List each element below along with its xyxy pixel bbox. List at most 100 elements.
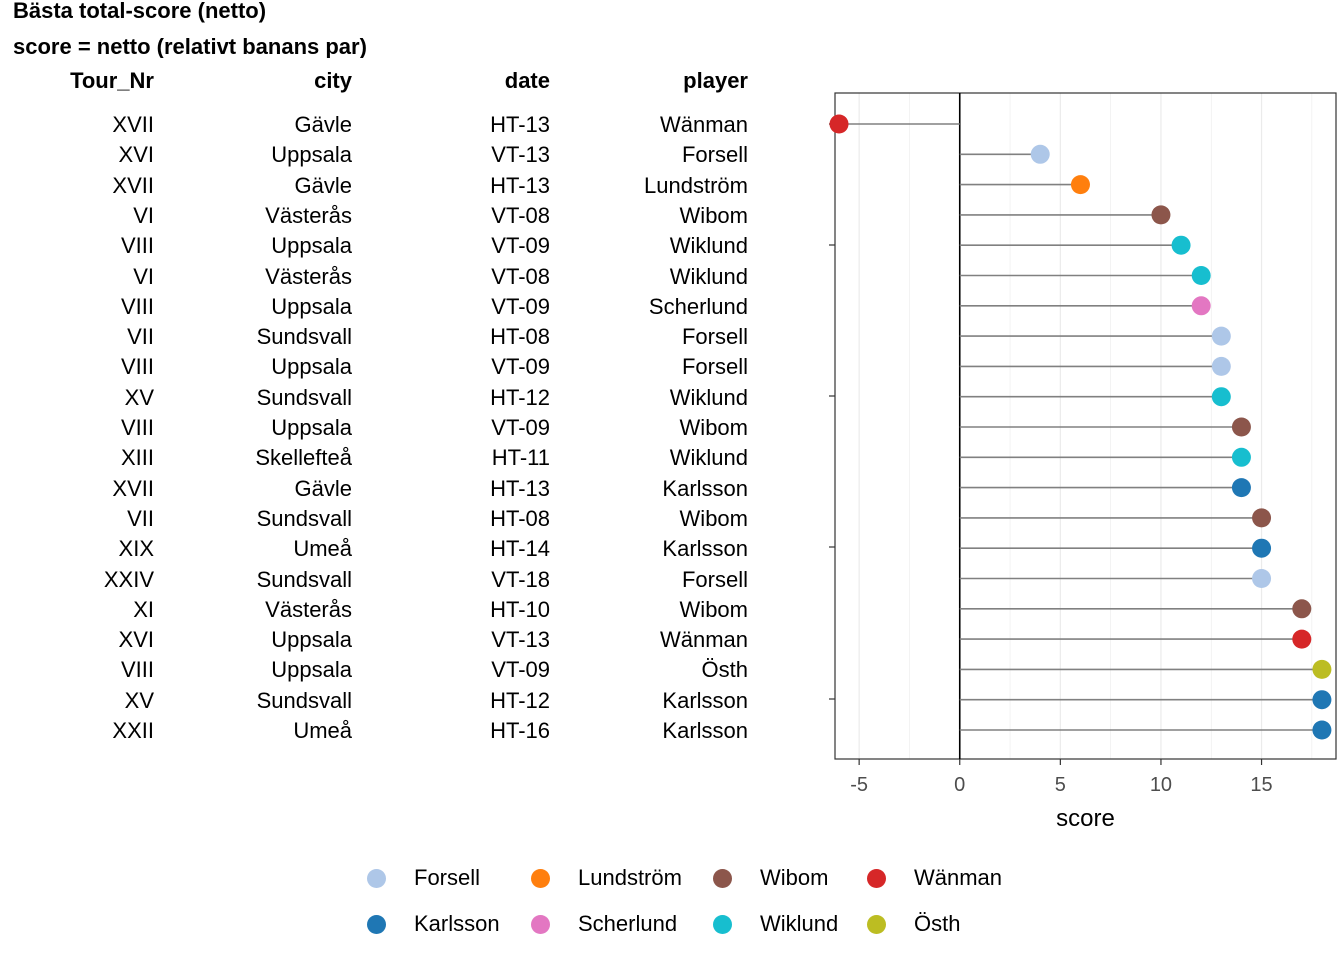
cell-city: Sundsvall (256, 566, 352, 592)
data-point (1312, 690, 1332, 710)
cell-city: Sundsvall (256, 324, 352, 350)
cell-player: Lundström (644, 172, 748, 198)
cell-date: VT-18 (491, 566, 550, 592)
cell-player: Wänman (659, 112, 748, 137)
x-tick-label: -5 (850, 774, 868, 796)
cell-tour-nr: VIII (120, 415, 154, 440)
cell-tour-nr: VI (133, 263, 154, 289)
x-tick-label: 10 (1150, 774, 1172, 796)
cell-city: Umeå (293, 718, 352, 743)
cell-date: HT-13 (490, 475, 550, 501)
cell-date: HT-11 (491, 445, 550, 471)
cell-city: Sundsvall (256, 384, 352, 410)
cell-city: Uppsala (271, 233, 352, 259)
cell-date: VT-09 (491, 293, 550, 319)
header-player: player (683, 68, 748, 93)
legend-label: Östh (914, 911, 961, 936)
cell-date: HT-12 (490, 384, 550, 410)
cell-date: HT-10 (490, 596, 550, 622)
cell-player: Wänman (659, 627, 748, 653)
cell-city: Gävle (294, 475, 352, 501)
cell-player: Scherlund (648, 293, 748, 319)
cell-date: VT-13 (491, 142, 550, 168)
cell-player: Karlsson (662, 475, 748, 501)
x-tick-label: 0 (954, 774, 965, 796)
cell-player: Karlsson (662, 687, 748, 713)
cell-date: VT-09 (491, 354, 550, 380)
cell-city: Västerås (265, 263, 352, 289)
cell-city: Uppsala (271, 142, 352, 168)
cell-city: Gävle (294, 172, 352, 198)
cell-player: Forsell (681, 354, 748, 380)
data-point (1231, 447, 1251, 467)
cell-tour-nr: XVI (118, 142, 154, 168)
data-point (1231, 478, 1251, 498)
legend-key (366, 868, 386, 888)
header-date: date (504, 68, 550, 93)
data-point (1252, 538, 1272, 558)
cell-date: VT-09 (491, 233, 550, 259)
cell-tour-nr: XXII (112, 718, 154, 743)
cell-tour-nr: VIII (120, 233, 154, 259)
legend-key (366, 914, 386, 934)
data-point (1312, 720, 1332, 740)
data-point (1211, 356, 1231, 376)
legend-key (712, 868, 732, 888)
cell-tour-nr: XVI (118, 627, 154, 653)
legend-label: Karlsson (414, 911, 500, 936)
legend-key (866, 868, 886, 888)
cell-tour-nr: VIII (120, 293, 154, 319)
cell-tour-nr: XV (124, 687, 154, 713)
cell-tour-nr: VII (127, 324, 154, 350)
cell-date: HT-13 (490, 172, 550, 198)
legend-label: Scherlund (578, 911, 678, 936)
x-tick-label: 15 (1250, 774, 1272, 796)
data-point (1252, 508, 1272, 528)
cell-city: Uppsala (271, 657, 352, 683)
cell-tour-nr: XV (124, 384, 154, 410)
panel-border (834, 92, 1337, 760)
cell-player: Östh (701, 657, 748, 683)
cell-player: Wiklund (669, 263, 748, 289)
cell-date: HT-16 (490, 718, 550, 743)
cell-date: HT-12 (490, 687, 550, 713)
cell-player: Forsell (681, 324, 748, 350)
cell-player: Karlsson (662, 536, 748, 562)
data-point (1252, 569, 1272, 588)
cell-tour-nr: XVII (112, 112, 154, 137)
cell-city: Sundsvall (256, 505, 352, 531)
data-point (1191, 296, 1211, 316)
cell-city: Västerås (265, 596, 352, 622)
x-axis-label: score (1056, 805, 1115, 832)
cell-player: Wiklund (669, 384, 748, 410)
cell-tour-nr: XVII (112, 475, 154, 501)
data-point (1231, 417, 1251, 437)
chart-title: Bästa total-score (netto) (13, 0, 267, 23)
cell-tour-nr: VIII (120, 354, 154, 380)
cell-player: Wiklund (669, 445, 748, 471)
cell-date: VT-08 (491, 202, 550, 228)
cell-player: Wibom (679, 415, 748, 440)
legend-label: Forsell (414, 865, 481, 890)
data-point (1151, 205, 1171, 225)
cell-player: Wibom (679, 505, 748, 531)
cell-date: VT-09 (491, 415, 550, 440)
legend-label: Wänman (914, 865, 1003, 890)
legend-label: Wibom (760, 865, 829, 890)
cell-city: Västerås (265, 202, 352, 228)
cell-player: Wibom (679, 202, 748, 228)
x-tick-label: 5 (1055, 774, 1066, 796)
legend-key (866, 914, 886, 934)
header-tour-nr: Tour_Nr (70, 68, 154, 93)
data-point (1292, 629, 1312, 649)
cell-player: Wiklund (669, 233, 748, 259)
cell-date: HT-14 (490, 536, 550, 562)
legend-label: Lundström (578, 865, 682, 890)
cell-player: Forsell (681, 566, 748, 592)
legend-key (530, 914, 550, 934)
data-point (1211, 387, 1231, 407)
legend-key (712, 914, 732, 934)
cell-tour-nr: XXIV (103, 566, 154, 592)
data-point (1312, 659, 1332, 679)
